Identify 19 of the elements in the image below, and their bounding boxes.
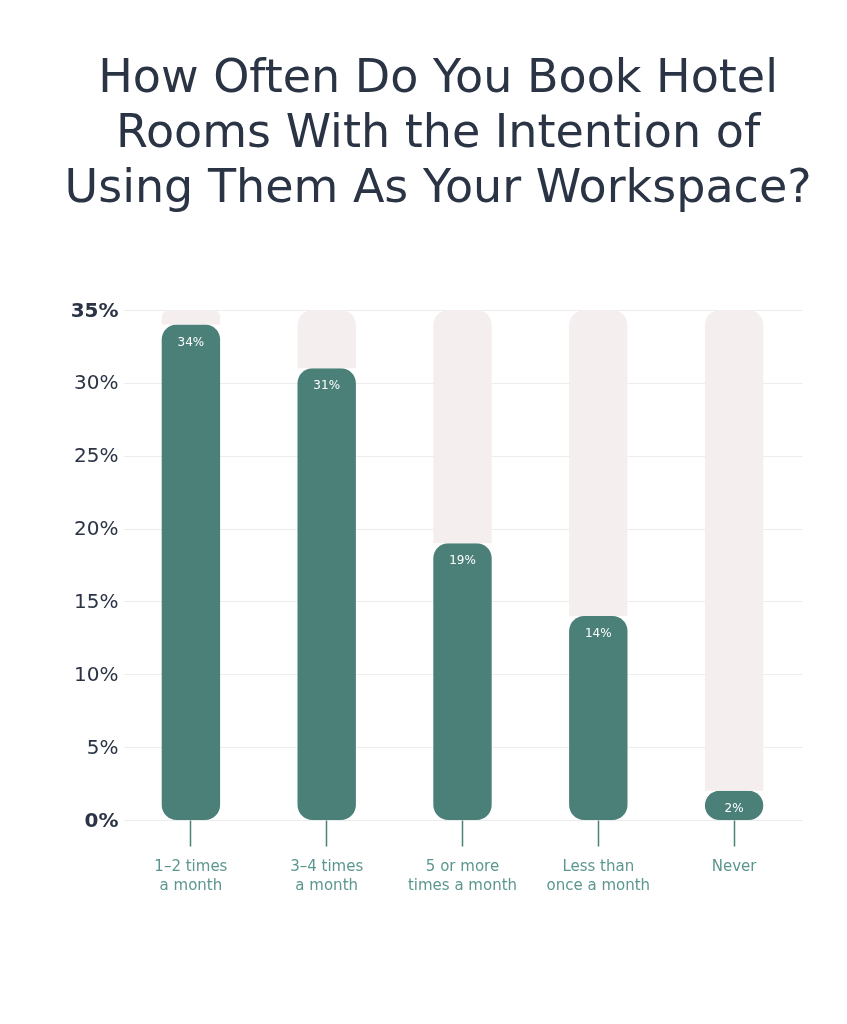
- data-label: 14%: [584, 626, 612, 640]
- y-tick-label: 10%: [74, 661, 119, 686]
- data-label: 34%: [177, 334, 205, 349]
- x-tick-label: 3–4 times a month: [290, 856, 364, 894]
- y-tick-label: 20%: [74, 516, 119, 541]
- y-tick-label: 15%: [74, 588, 119, 613]
- y-tick-label: 30%: [74, 370, 119, 395]
- chart-title: How Often Do You Book Hotel Rooms With the Intention of Using Them As Your Workspace?: [64, 49, 812, 213]
- x-tick-label: 1–2 times a month: [154, 856, 228, 894]
- y-tick-label: 0%: [84, 807, 119, 832]
- y-tick-label: 35%: [70, 297, 119, 322]
- data-label: 2%: [724, 800, 744, 815]
- x-tick-label: Less than once a month: [546, 856, 651, 894]
- data-label: 19%: [449, 553, 476, 568]
- y-tick-label: 25%: [74, 443, 119, 468]
- y-tick-label: 5%: [86, 734, 119, 759]
- x-tick-label: 5 or more times a month: [407, 856, 518, 894]
- data-label: 31%: [313, 378, 341, 393]
- x-tick-label: Never: [711, 856, 758, 875]
